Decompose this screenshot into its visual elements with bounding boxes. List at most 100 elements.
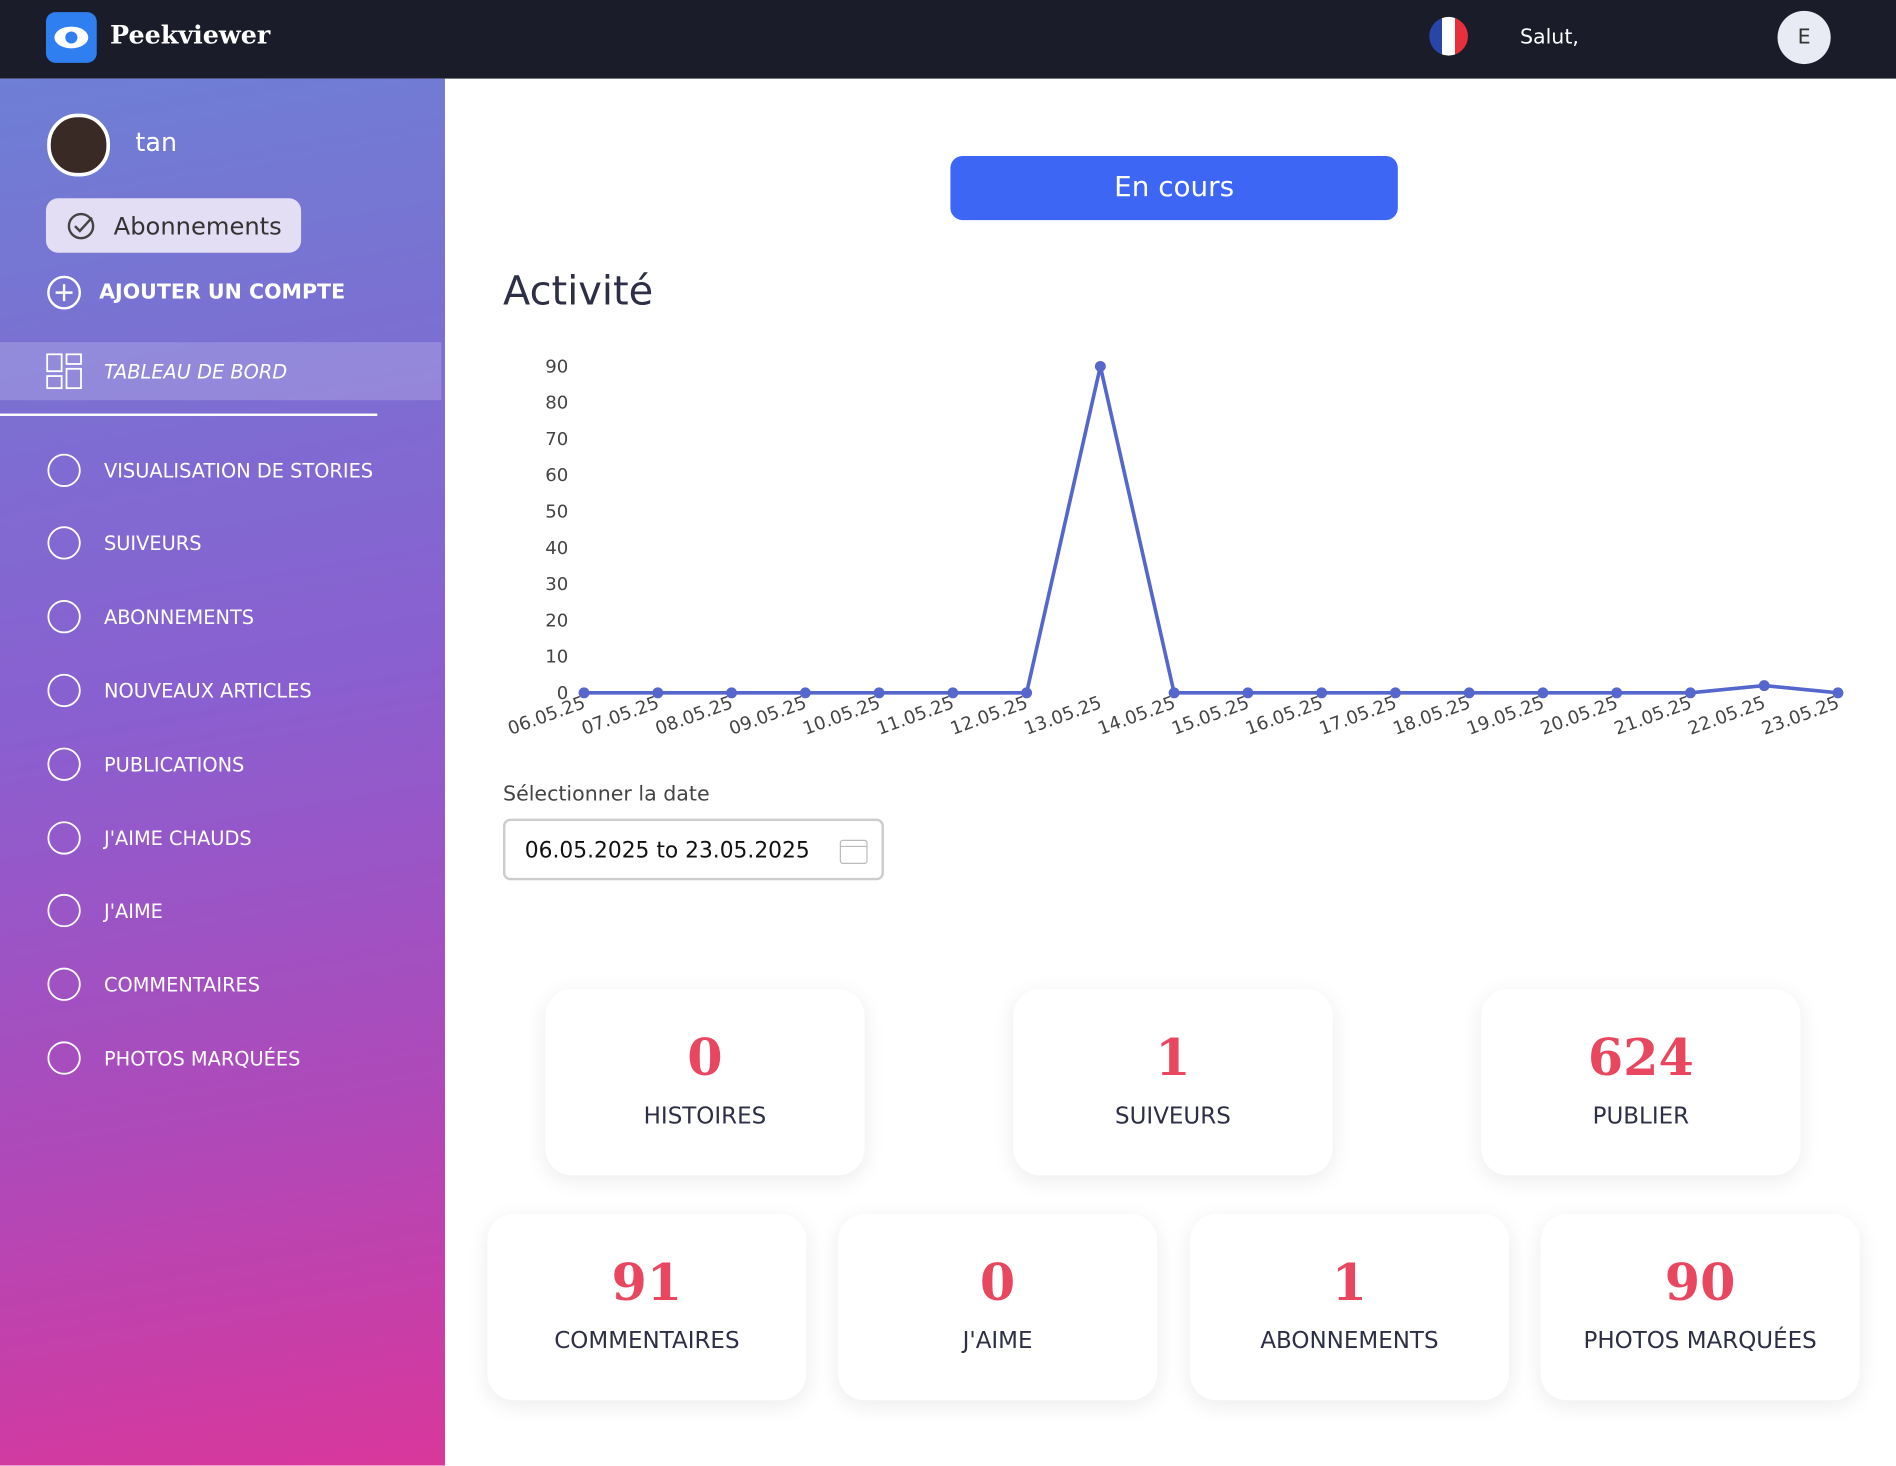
nav-icon (47, 893, 81, 928)
x-tick-label: 18.05.25 (1390, 692, 1473, 739)
y-tick-label: 10 (545, 647, 568, 668)
subscriptions-button-label: Abonnements (113, 211, 282, 241)
user-avatar[interactable]: E (1777, 10, 1831, 65)
profile-photo (47, 113, 111, 177)
point (947, 687, 959, 699)
y-tick-label: 90 (545, 356, 568, 377)
nav-item[interactable]: TABLEAU DE BORD (46, 349, 287, 393)
nav-label: J'AIME CHAUDS (103, 826, 252, 850)
point (1463, 687, 1475, 699)
y-tick-label: 50 (545, 502, 568, 523)
nav-item[interactable]: ABONNEMENTS (46, 595, 254, 639)
y-tick-label: 0 (557, 683, 569, 704)
nav-icon (47, 967, 81, 1001)
x-tick-label: 08.05.25 (653, 692, 736, 739)
x-tick-label: 16.05.25 (1243, 692, 1326, 739)
x-tick-label: 09.05.25 (726, 692, 809, 739)
stat-label: J'AIME (962, 1327, 1033, 1355)
nav-item[interactable]: J'AIME CHAUDS (46, 816, 252, 860)
nav-item[interactable]: NOUVEAUX ARTICLES (46, 669, 312, 713)
top-bar: Peekviewer Salut, E (0, 0, 1896, 79)
stat-card: 0 HISTOIRES (545, 989, 865, 1176)
stat-card: 1 SUIVEURS (1013, 989, 1333, 1176)
nav-icon (47, 673, 81, 708)
nav-item[interactable]: COMMENTAIRES (46, 963, 260, 1007)
activity-chart: 0 10 20 30 40 50 60 70 80 90 06.05.2507.05.2508.05… (505, 356, 1844, 740)
status-button[interactable]: En cours (950, 155, 1398, 221)
y-tick-label: 60 (545, 465, 568, 486)
stat-label: PUBLIER (1592, 1102, 1690, 1130)
date-label: Sélectionner la date (503, 782, 710, 807)
language-flag[interactable] (1429, 16, 1468, 56)
stat-label: PHOTOS MARQUÉES (1583, 1327, 1817, 1355)
point (1242, 687, 1254, 699)
x-tick-label: 12.05.25 (948, 692, 1031, 739)
nav-label: J'AIME (103, 899, 163, 922)
nav-label: ABONNEMENTS (103, 605, 255, 629)
x-tick-label: 11.05.25 (874, 692, 957, 739)
x-tick-label: 06.05.25 (505, 692, 588, 739)
nav-label: NOUVEAUX ARTICLES (103, 678, 312, 702)
nav-item[interactable]: J'AIME (46, 889, 163, 933)
y-tick-label: 80 (545, 393, 568, 414)
stat-card: 91 COMMENTAIRES (487, 1214, 807, 1401)
nav-label: PUBLICATIONS (103, 752, 245, 776)
x-tick-label: 10.05.25 (800, 692, 883, 739)
greeting: Salut, (1519, 25, 1579, 50)
point (873, 687, 885, 699)
subscriptions-button[interactable]: Abonnements (45, 198, 302, 253)
point (726, 687, 737, 699)
add-account-label: AJOUTER UN COMPTE (99, 280, 346, 305)
point (1094, 360, 1106, 372)
stat-label: HISTOIRES (643, 1102, 767, 1130)
line (584, 365, 1839, 695)
y-tick-label: 70 (545, 429, 568, 450)
stat-card: 0 J'AIME (837, 1214, 1158, 1401)
point (1611, 687, 1623, 699)
chart-title: Activité (503, 267, 654, 315)
point (1537, 687, 1549, 699)
brand: Peekviewer (110, 19, 271, 50)
x-tick-label: 17.05.25 (1316, 692, 1399, 739)
nav-icon (47, 1041, 81, 1075)
x-tick-label: 19.05.25 (1464, 692, 1547, 739)
x-tick-label: 14.05.25 (1095, 692, 1178, 739)
stat-label: SUIVEURS (1115, 1102, 1231, 1130)
x-tick-label: 13.05.25 (1021, 692, 1104, 739)
nav-item[interactable]: PUBLICATIONS (46, 742, 244, 786)
point (1316, 687, 1328, 699)
nav-label: SUIVEURS (103, 531, 202, 555)
stat-card: 1 ABONNEMENTS (1189, 1214, 1510, 1401)
point (1021, 687, 1033, 699)
x-tick-label: 21.05.25 (1612, 692, 1695, 739)
nav-item[interactable]: VISUALISATION DE STORIES (46, 449, 373, 493)
active-underline (0, 413, 378, 416)
nav-label: PHOTOS MARQUÉES (103, 1046, 301, 1070)
stat-label: COMMENTAIRES (554, 1327, 740, 1355)
x-tick-label: 15.05.25 (1169, 692, 1252, 739)
x-tick-label: 22.05.25 (1685, 692, 1768, 739)
point (1389, 687, 1401, 699)
username: tan (135, 128, 178, 158)
nav-icon (46, 353, 82, 390)
nav-label: VISUALISATION DE STORIES (103, 458, 374, 482)
x-tick-label: 23.05.25 (1759, 692, 1842, 739)
stat-value: 90 (1664, 1252, 1736, 1312)
point (799, 687, 811, 699)
stat-value: 91 (611, 1252, 683, 1312)
nav-icon (47, 526, 81, 560)
nav-item[interactable]: PHOTOS MARQUÉES (46, 1036, 300, 1080)
y-tick-label: 30 (545, 574, 568, 595)
add-account[interactable]: AJOUTER UN COMPTE (46, 271, 345, 315)
nav-icon (47, 821, 81, 855)
stat-value: 0 (687, 1027, 723, 1088)
date-picker[interactable]: 06.05.2025 to 23.05.2025 (503, 818, 884, 881)
point (1168, 687, 1180, 699)
stat-value: 1 (1155, 1027, 1191, 1088)
sidebar: tan Abonnements AJOUTER UN COMPTE TABLEA… (0, 78, 445, 1466)
stat-card: 624 PUBLIER (1481, 989, 1801, 1176)
logo (45, 12, 97, 63)
stat-value: 624 (1587, 1027, 1694, 1088)
nav-item[interactable]: SUIVEURS (46, 521, 202, 565)
